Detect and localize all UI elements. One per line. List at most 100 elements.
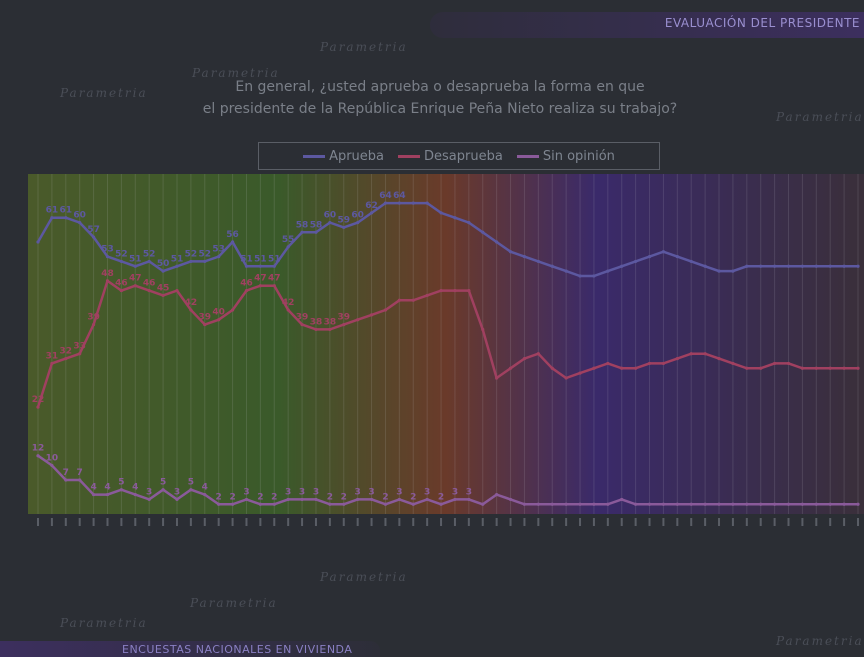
data-label: 58 xyxy=(296,220,309,230)
x-tick xyxy=(92,518,95,526)
data-point xyxy=(508,497,513,502)
data-point xyxy=(147,288,151,293)
data-point xyxy=(133,284,137,288)
data-label: 50 xyxy=(157,259,170,269)
data-point xyxy=(773,264,777,268)
data-label: 39 xyxy=(199,313,212,323)
data-point xyxy=(36,240,40,244)
data-label: 3 xyxy=(313,487,319,497)
data-point xyxy=(467,288,471,293)
data-label: 61 xyxy=(46,206,59,216)
data-label: 60 xyxy=(324,211,337,221)
data-point xyxy=(189,259,193,264)
data-point xyxy=(383,201,388,205)
data-point xyxy=(328,502,332,506)
data-label: 3 xyxy=(285,487,291,497)
x-tick xyxy=(579,518,582,526)
data-point xyxy=(564,376,568,380)
data-point xyxy=(689,502,693,506)
data-label: 3 xyxy=(452,487,458,497)
x-tick xyxy=(398,518,401,526)
question-line-2: el presidente de la República Enrique Pe… xyxy=(202,101,678,117)
data-label: 32 xyxy=(60,347,73,357)
data-point xyxy=(703,264,707,268)
data-label: 3 xyxy=(146,487,152,497)
data-point xyxy=(439,288,443,293)
x-tick xyxy=(440,518,443,526)
x-tick xyxy=(773,518,776,526)
page-title: EVALUACIÓN DEL PRESIDENTE xyxy=(664,16,860,30)
data-point xyxy=(314,230,318,234)
series-line-aprueba xyxy=(36,201,858,278)
data-point xyxy=(536,259,540,264)
data-label: 52 xyxy=(143,249,156,259)
watermark: Parametria xyxy=(190,596,278,610)
data-label: 40 xyxy=(212,308,225,318)
x-tick xyxy=(857,518,859,526)
data-point xyxy=(495,240,499,244)
data-point xyxy=(397,497,401,502)
data-label: 12 xyxy=(32,444,45,454)
x-tick xyxy=(37,518,39,526)
data-point xyxy=(606,502,610,506)
data-point xyxy=(300,497,304,502)
data-label: 42 xyxy=(185,298,198,308)
x-axis-ticks xyxy=(37,518,859,526)
data-point xyxy=(564,502,568,506)
x-tick xyxy=(787,518,790,526)
data-point xyxy=(522,356,527,361)
data-point xyxy=(369,497,374,502)
data-label: 3 xyxy=(396,487,402,497)
x-tick xyxy=(189,518,192,526)
x-tick xyxy=(690,518,693,526)
data-label: 22 xyxy=(32,395,45,405)
data-point xyxy=(105,492,110,497)
x-tick xyxy=(301,518,304,526)
data-label: 48 xyxy=(101,269,114,279)
x-tick xyxy=(495,518,498,526)
data-point xyxy=(828,502,832,506)
data-label: 52 xyxy=(115,249,128,259)
data-label: 3 xyxy=(355,487,361,497)
data-point xyxy=(230,308,235,312)
data-label: 39 xyxy=(87,313,100,323)
x-tick xyxy=(78,518,81,526)
data-point xyxy=(745,264,749,268)
data-point xyxy=(550,502,554,506)
data-point xyxy=(647,361,652,366)
x-tick xyxy=(231,518,234,526)
data-label: 2 xyxy=(438,492,444,502)
data-point xyxy=(244,288,249,293)
survey-question: En general, ¿usted aprueba o desaprueba … xyxy=(140,76,740,120)
data-point xyxy=(356,220,360,225)
data-point xyxy=(592,502,596,506)
chart-legend: Aprueba Desaprueba Sin opinión xyxy=(258,142,660,170)
data-point xyxy=(91,322,96,327)
data-point xyxy=(550,264,554,268)
data-point xyxy=(300,322,304,327)
data-point xyxy=(314,497,318,502)
data-label: 62 xyxy=(365,201,378,211)
data-point xyxy=(453,288,457,293)
x-tick xyxy=(426,518,429,526)
data-point xyxy=(50,216,54,220)
data-label: 3 xyxy=(424,487,430,497)
data-label: 38 xyxy=(324,317,337,327)
data-point xyxy=(161,293,165,298)
x-tick xyxy=(565,518,568,526)
x-tick xyxy=(64,518,67,526)
series-line-sin-opinión xyxy=(37,454,858,506)
x-tick xyxy=(592,518,595,526)
data-point xyxy=(203,492,207,497)
data-point xyxy=(397,201,401,205)
data-label: 7 xyxy=(63,468,69,478)
x-tick xyxy=(50,518,53,526)
data-point xyxy=(759,366,763,370)
data-point xyxy=(842,502,846,506)
data-label: 55 xyxy=(282,235,295,245)
x-tick xyxy=(162,518,165,526)
x-tick xyxy=(759,518,762,526)
data-label: 52 xyxy=(199,249,212,259)
data-point xyxy=(467,220,471,225)
